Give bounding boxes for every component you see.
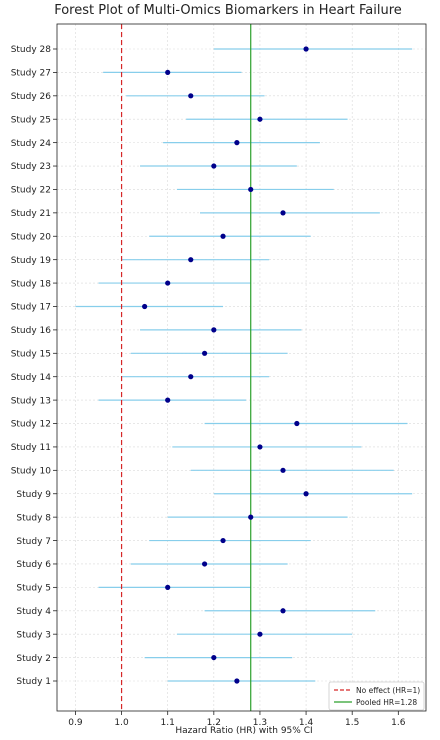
reference-lines	[120, 24, 252, 711]
x-tick-label: 1.1	[161, 718, 175, 728]
hr-point	[248, 186, 254, 193]
x-tick-label: 1.2	[207, 718, 221, 728]
hr-point	[234, 678, 240, 684]
x-tick-label: 1.0	[114, 718, 129, 728]
x-tick-label: 0.9	[68, 718, 83, 728]
hr-point	[248, 514, 254, 520]
y-tick-label: Study 7	[16, 537, 51, 547]
y-tick-label: Study 12	[11, 420, 51, 430]
plot-frame	[56, 23, 427, 712]
y-tick-label: Study 18	[11, 279, 52, 289]
hr-point	[234, 140, 240, 146]
x-tick-label: 1.5	[345, 718, 359, 728]
hr-point	[211, 654, 217, 661]
y-tick-label: Study 28	[11, 45, 52, 55]
hr-point	[257, 116, 263, 122]
hr-point	[165, 397, 171, 403]
hr-point	[165, 584, 171, 590]
points	[142, 46, 309, 684]
hr-point	[257, 631, 263, 637]
y-tick-label: Study 9	[16, 490, 51, 500]
hr-point	[211, 327, 217, 333]
y-tick-label: Study 24	[11, 139, 52, 149]
hr-point	[188, 93, 194, 99]
y-tick-label: Study 21	[11, 209, 51, 219]
legend-label-no-effect: No effect (HR=1)	[356, 686, 420, 695]
ci-lines	[75, 48, 413, 682]
hr-point	[220, 233, 226, 239]
hr-point	[220, 537, 226, 544]
y-tick-label: Study 27	[11, 69, 51, 79]
y-tick-label: Study 20	[11, 232, 52, 242]
x-axis: 0.9 1.0 1.1 1.2 1.3 1.4 1.5 1.6	[68, 711, 406, 728]
y-tick-label: Study 4	[16, 607, 51, 617]
x-tick-label: 1.3	[253, 718, 267, 728]
hr-point	[188, 374, 194, 380]
y-axis: Study 1 Study 2 Study 3 Study 4 Study 5 Study…	[11, 45, 57, 687]
hr-point	[303, 491, 309, 497]
y-tick-label: Study 17	[11, 303, 51, 313]
y-tick-label: Study 22	[11, 186, 51, 196]
y-tick-label: Study 19	[11, 256, 52, 266]
hr-point	[211, 163, 217, 169]
y-tick-label: Study 2	[16, 654, 51, 664]
y-tick-label: Study 6	[16, 560, 51, 570]
x-tick-label: 1.6	[391, 718, 406, 728]
hr-point	[303, 46, 309, 52]
y-tick-label: Study 16	[11, 326, 52, 336]
legend-label-pooled: Pooled HR=1.28	[356, 698, 417, 707]
hr-point	[202, 561, 208, 567]
grid	[57, 24, 426, 711]
y-tick-label: Study 15	[11, 349, 51, 359]
hr-point	[294, 420, 300, 427]
y-tick-label: Study 23	[11, 162, 51, 172]
y-tick-label: Study 3	[16, 630, 51, 640]
y-tick-label: Study 8	[16, 513, 51, 523]
hr-point	[257, 444, 263, 450]
y-tick-label: Study 13	[11, 396, 51, 406]
x-tick-label: 1.4	[299, 718, 314, 728]
hr-point	[165, 69, 171, 76]
hr-point	[165, 280, 171, 286]
y-tick-label: Study 11	[11, 443, 51, 453]
hr-point	[202, 350, 208, 356]
hr-point	[280, 210, 286, 216]
x-axis-label: Hazard Ratio (HR) with 95% CI	[175, 726, 312, 736]
y-tick-label: Study 10	[11, 467, 52, 477]
y-tick-label: Study 26	[11, 92, 52, 102]
y-tick-label: Study 25	[11, 115, 51, 125]
y-tick-label: Study 5	[16, 584, 51, 594]
chart-title: Forest Plot of Multi-Omics Biomarkers in…	[54, 3, 402, 18]
hr-point	[280, 608, 286, 614]
legend-box	[328, 681, 425, 711]
y-tick-label: Study 1	[16, 677, 51, 687]
hr-point	[142, 303, 148, 310]
legend: No effect (HR=1) Pooled HR=1.28	[328, 681, 425, 711]
y-tick-label: Study 14	[11, 373, 52, 383]
hr-point	[280, 467, 286, 473]
hr-point	[188, 257, 194, 263]
